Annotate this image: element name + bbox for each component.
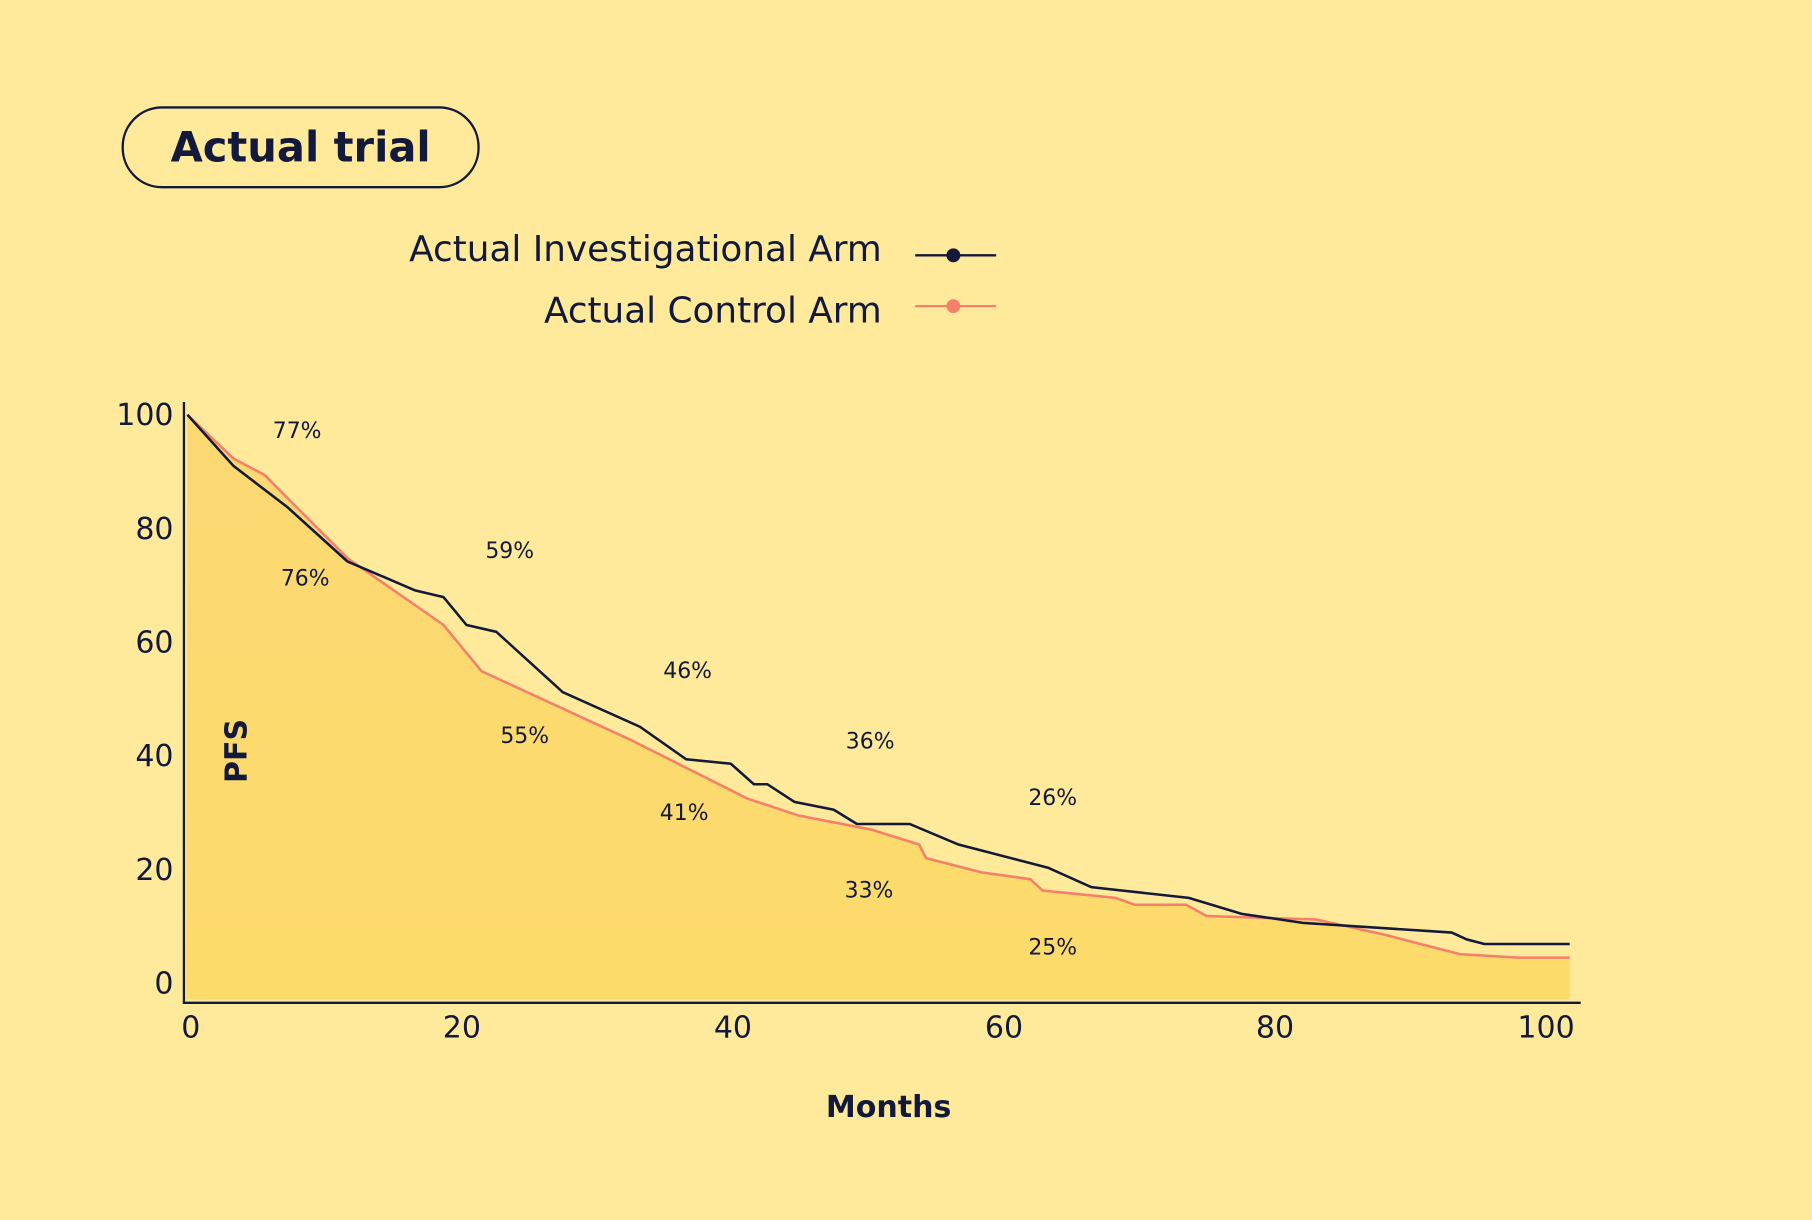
annotation-label: 77% xyxy=(273,419,322,444)
y-tick-label: 0 xyxy=(154,967,173,1002)
control-arm-area xyxy=(186,414,1570,1000)
y-tick-label: 80 xyxy=(135,512,173,547)
y-tick-labels: 0 20 40 60 80 100 xyxy=(116,398,173,1001)
title-pill: Actual trial xyxy=(121,106,480,189)
x-tick-label: 40 xyxy=(714,1010,752,1045)
x-tick-label: 100 xyxy=(1517,1010,1574,1045)
legend-marker-investigational xyxy=(946,248,961,263)
chart-title: Actual trial xyxy=(171,123,431,172)
y-axis-label: PFS xyxy=(219,719,254,783)
annotation-label: 26% xyxy=(1028,786,1077,811)
x-tick-label: 0 xyxy=(181,1010,200,1045)
x-axis-label: Months xyxy=(826,1090,951,1125)
x-tick-label: 20 xyxy=(443,1010,481,1045)
annotation-label: 76% xyxy=(281,567,330,592)
legend: Actual Investigational Arm Actual Contro… xyxy=(409,229,997,331)
investigational-arm-line xyxy=(186,413,1570,946)
annotations: 77% 76% 59% 55% 46% 41% 36% 33% 26% 25% xyxy=(273,419,1077,960)
x-tick-label: 60 xyxy=(985,1010,1023,1045)
x-tick-labels: 0 20 40 60 80 100 xyxy=(181,1010,1574,1045)
annotation-label: 33% xyxy=(845,879,894,904)
y-tick-label: 20 xyxy=(135,853,173,888)
annotation-label: 41% xyxy=(660,801,709,826)
legend-label-investigational: Actual Investigational Arm xyxy=(409,229,882,270)
control-arm-line xyxy=(186,413,1570,959)
annotation-label: 36% xyxy=(846,730,895,755)
y-tick-label: 100 xyxy=(116,398,173,433)
annotation-label: 59% xyxy=(485,539,534,564)
legend-label-control: Actual Control Arm xyxy=(544,290,882,331)
legend-marker-control xyxy=(946,299,961,314)
annotation-label: 25% xyxy=(1028,935,1077,960)
x-tick-label: 80 xyxy=(1256,1010,1294,1045)
y-tick-label: 60 xyxy=(135,626,173,661)
annotation-label: 55% xyxy=(500,724,549,749)
y-tick-label: 40 xyxy=(135,739,173,774)
annotation-label: 46% xyxy=(663,659,712,684)
